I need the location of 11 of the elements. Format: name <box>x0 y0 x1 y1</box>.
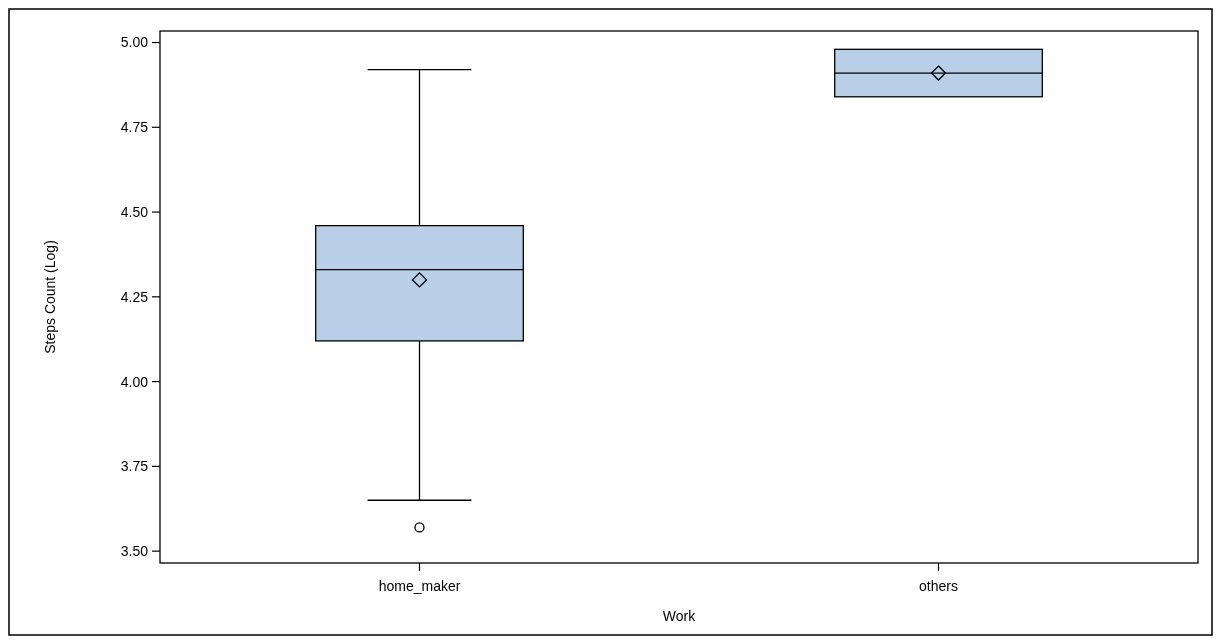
y-tick-label: 5.00 <box>120 34 149 51</box>
y-tick-label: 3.50 <box>120 543 149 560</box>
y-tick-label: 4.00 <box>120 373 149 390</box>
y-tick-label: 4.25 <box>120 288 149 305</box>
y-tick-label: 4.50 <box>120 203 149 220</box>
y-axis-title: Steps Count (Log) <box>42 240 58 354</box>
y-tick-label: 4.75 <box>120 119 149 136</box>
x-tick-label: home_maker <box>378 578 461 594</box>
y-tick-label: 3.75 <box>120 458 149 475</box>
x-axis-title: Work <box>662 608 697 624</box>
x-tick-label: others <box>919 578 958 594</box>
